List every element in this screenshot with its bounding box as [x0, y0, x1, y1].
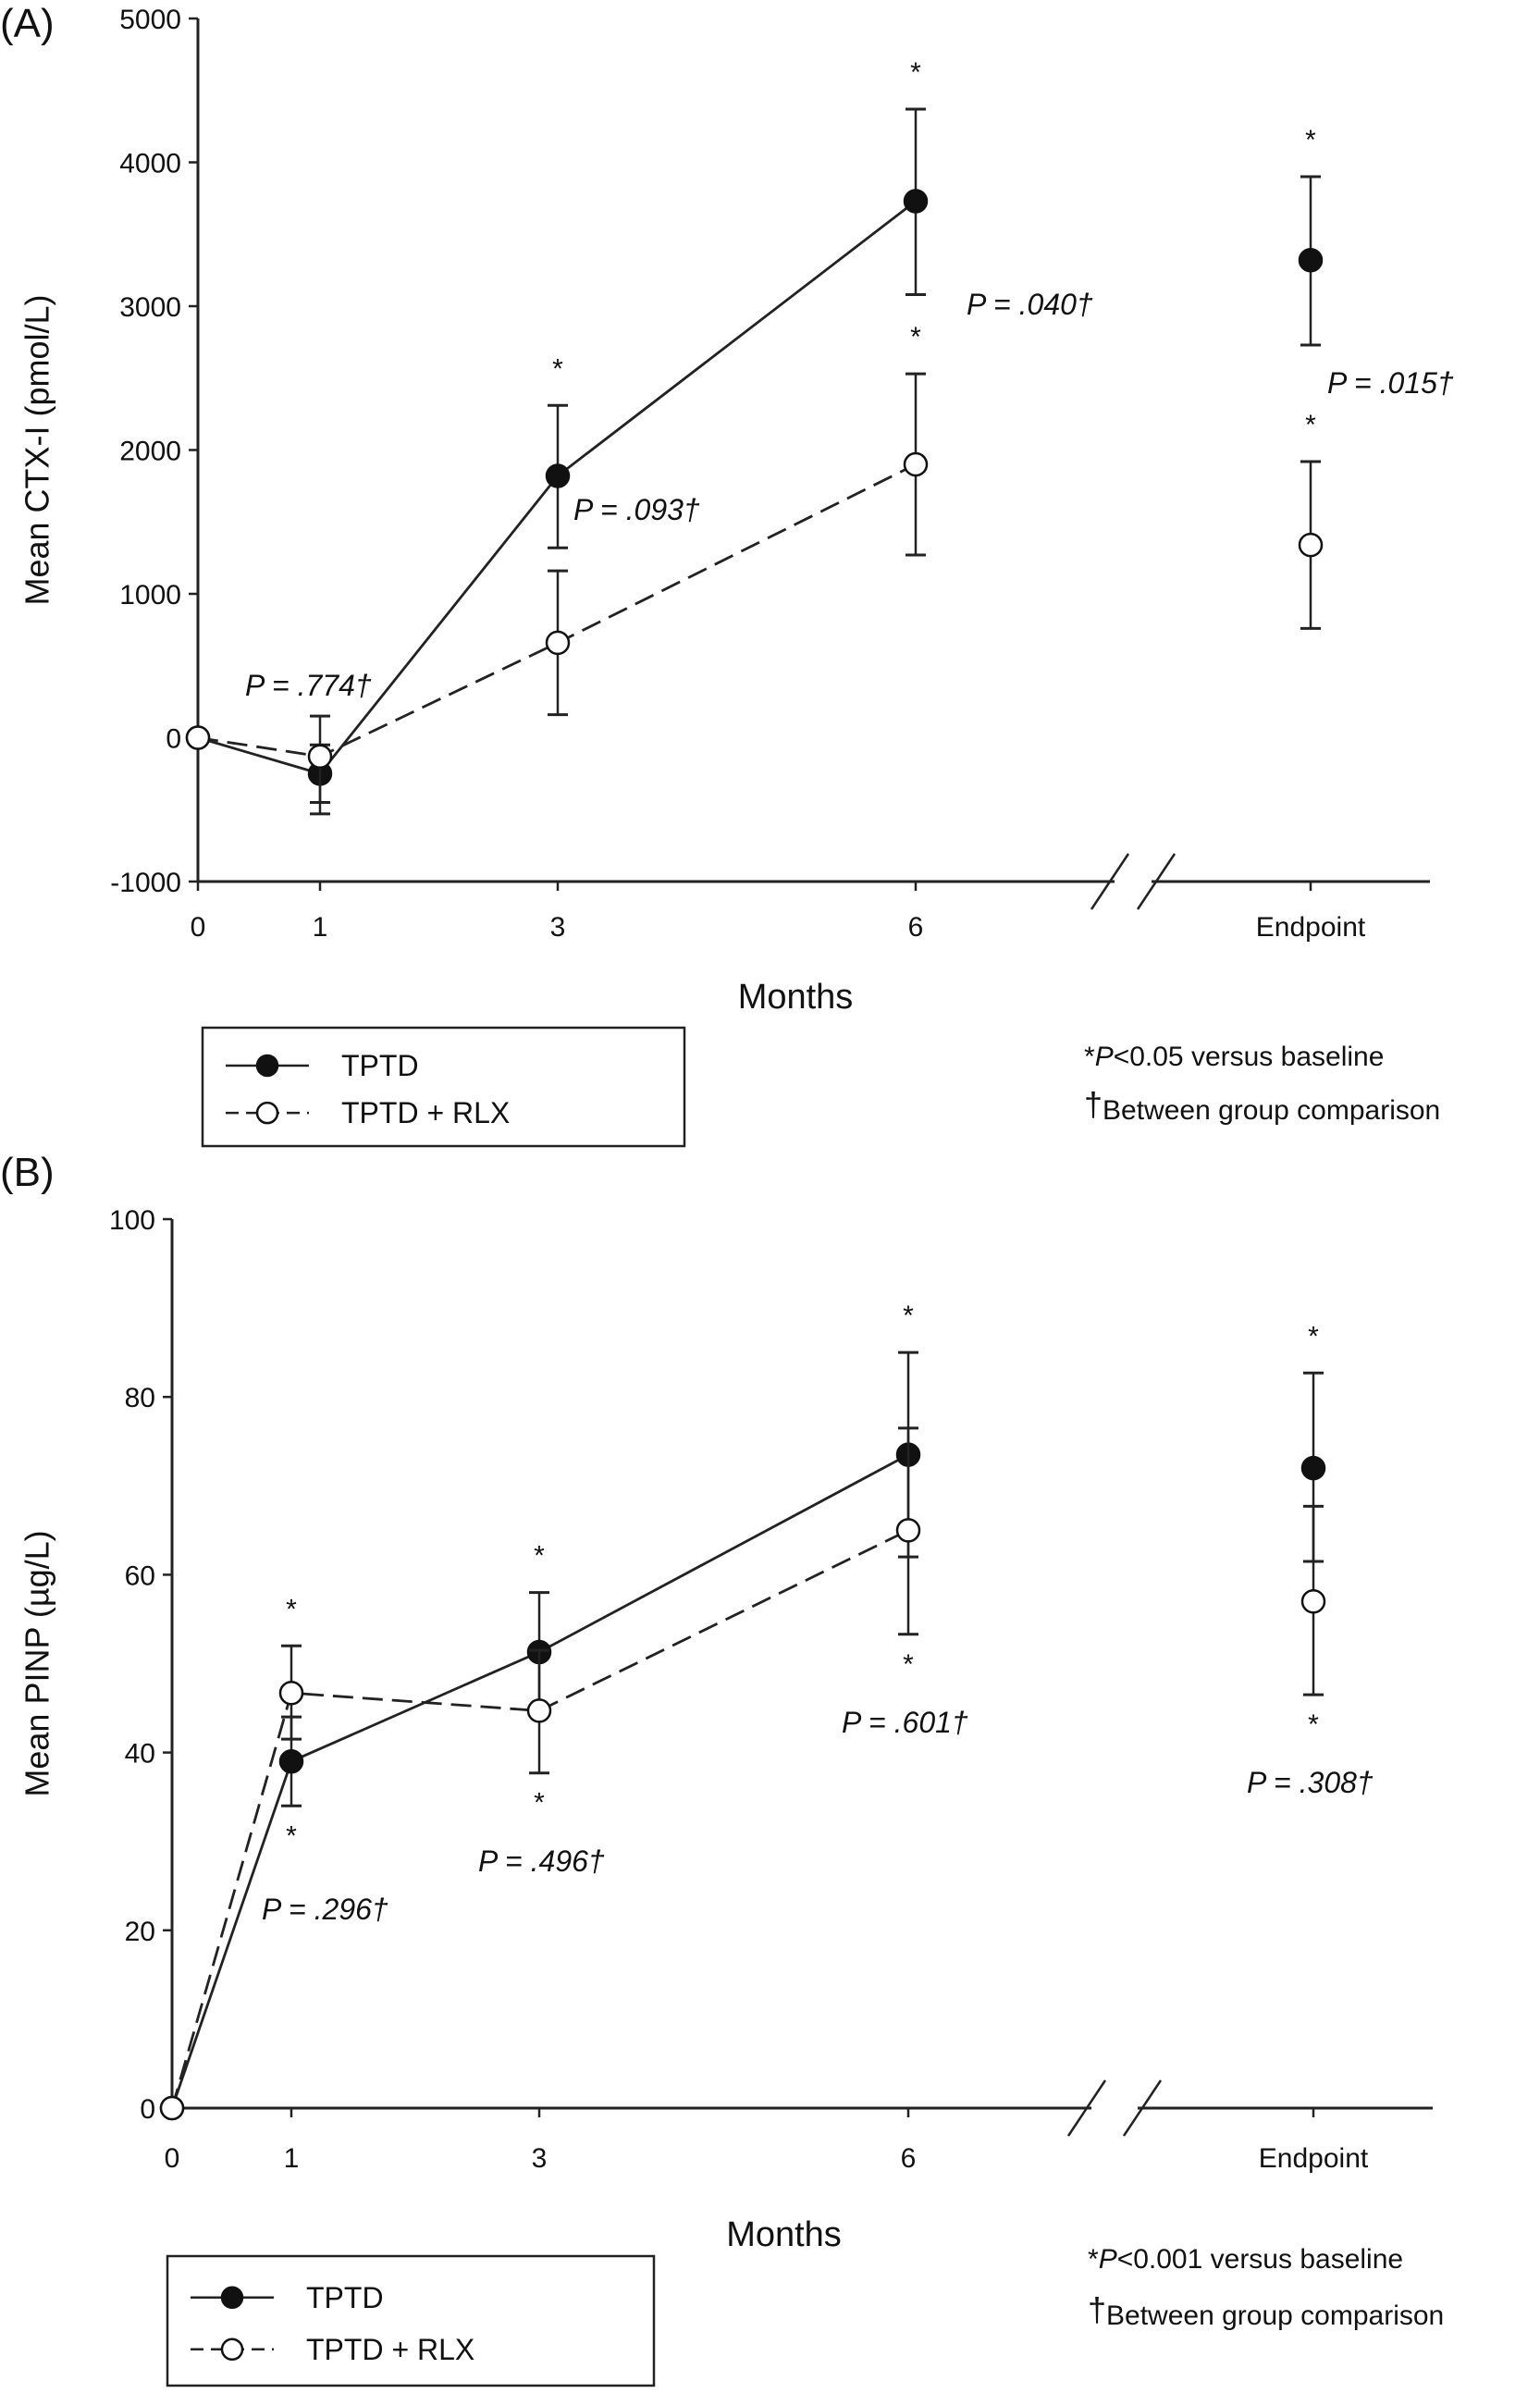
axis-break-mark [1122, 2079, 1163, 2137]
series-tptd-rlx: ** [185, 322, 1324, 816]
data-point [903, 451, 929, 477]
data-point [545, 463, 571, 488]
panel-label: (A) [0, 1, 55, 46]
data-point [526, 1698, 552, 1723]
x-axis-label: Months [738, 978, 854, 1017]
data-point [307, 744, 333, 769]
legend-label: TPTD + RLX [341, 1096, 510, 1129]
y-tick-label: 60 [125, 1560, 155, 1591]
significance-asterisk: * [534, 1541, 545, 1572]
series-line [170, 1453, 909, 2109]
p-value-annotation: P = .601† [842, 1706, 968, 1739]
significance-asterisk: * [903, 1649, 914, 1680]
chart-panel-a: (A) -1000 0 1000 2000 3000 4000 5000 0 1 3 6 Endpoin… [0, 1, 1454, 1148]
series-tptd-rlx: * * * * [159, 1426, 1326, 2121]
x-tick-label: Endpoint [1256, 912, 1366, 943]
series-tptd: * * * * [159, 1301, 1326, 2121]
legend-box [201, 1026, 686, 1148]
p-value-annotation: P = .774† [245, 669, 372, 702]
significance-asterisk: * [286, 1820, 297, 1851]
y-axis-label: Mean PINP (µg/L) [18, 1530, 56, 1796]
p-value-annotation: P = .296† [262, 1893, 388, 1926]
series-tptd: * * * [185, 57, 1324, 804]
significance-asterisk: * [910, 322, 921, 352]
p-value-annotation: P = .308† [1247, 1766, 1374, 1799]
legend-marker [255, 1054, 279, 1078]
x-tick-label: 3 [532, 2143, 548, 2174]
p-value-annotation: P = .040† [967, 288, 1093, 321]
chart-panel-b: (B) 0 20 40 60 80 100 0 1 3 6 Endpoint Months Mean PI… [0, 1150, 1444, 2387]
footnote: *P<0.05 versus baseline [1084, 1042, 1384, 1072]
axis-break-mark [1136, 853, 1177, 910]
y-tick-label: 40 [125, 1739, 155, 1770]
data-point [278, 1748, 304, 1774]
data-point [545, 630, 571, 656]
legend: TPTD TPTD + RLX [166, 2254, 656, 2387]
legend-marker [220, 2286, 244, 2310]
legend-marker [255, 1101, 279, 1125]
data-point [1298, 247, 1324, 273]
series-line [197, 200, 917, 775]
legend-marker [220, 2337, 244, 2362]
significance-asterisk: * [534, 1788, 545, 1819]
series-line [170, 1529, 909, 2109]
y-axis-label: Mean CTX-I (pmol/L) [18, 294, 56, 605]
data-point [278, 1680, 304, 1706]
y-tick-label: -1000 [110, 868, 181, 898]
y-tick-label: 100 [109, 1205, 155, 1236]
significance-asterisk: * [286, 1594, 297, 1624]
data-point [895, 1518, 921, 1543]
x-axis-label: Months [726, 2215, 842, 2254]
x-tick-label: 6 [908, 912, 924, 943]
legend-label: TPTD [341, 1049, 419, 1082]
significance-asterisk: * [1305, 125, 1316, 155]
x-tick-label: 6 [901, 2143, 917, 2174]
significance-asterisk: * [1305, 410, 1316, 440]
x-tick-label: 0 [165, 2143, 180, 2174]
x-tick-label: Endpoint [1259, 2143, 1369, 2174]
legend-box [166, 2254, 656, 2387]
data-point [1300, 1455, 1326, 1481]
significance-asterisk: * [552, 353, 563, 384]
data-point [159, 2095, 185, 2121]
axis-break-mark [1066, 2079, 1107, 2137]
y-tick-label: 3000 [119, 292, 181, 323]
significance-asterisk: * [903, 1301, 914, 1331]
y-tick-label: 20 [125, 1917, 155, 1947]
p-value-annotation: P = .093† [573, 493, 700, 526]
y-tick-label: 5000 [119, 5, 181, 35]
y-tick-label: 2000 [119, 437, 181, 467]
significance-asterisk: * [1308, 1321, 1319, 1351]
significance-asterisk: * [1308, 1709, 1319, 1740]
data-point [1298, 532, 1324, 558]
significance-asterisk: * [910, 57, 921, 88]
y-tick-label: 0 [140, 2094, 155, 2125]
data-point [1300, 1588, 1326, 1614]
footnote: †Between group comparison [1088, 2290, 1444, 2331]
panel-label: (B) [0, 1150, 55, 1195]
series-line [197, 463, 917, 759]
y-tick-label: 4000 [119, 149, 181, 179]
x-tick-label: 1 [284, 2143, 300, 2174]
p-value-annotation: P = .015† [1327, 366, 1454, 400]
footnote: †Between group comparison [1084, 1085, 1440, 1126]
y-tick-label: 0 [166, 724, 181, 755]
footnote: *P<0.001 versus baseline [1088, 2244, 1403, 2275]
axis-break-mark [1090, 853, 1130, 910]
data-point [903, 189, 929, 214]
legend-label: TPTD [306, 2281, 384, 2314]
data-point [185, 725, 211, 750]
y-tick-label: 80 [125, 1383, 155, 1413]
x-tick-label: 0 [191, 912, 206, 943]
legend: TPTD TPTD + RLX [201, 1026, 686, 1148]
p-value-annotation: P = .496† [478, 1844, 605, 1878]
x-tick-label: 1 [313, 912, 328, 943]
y-tick-label: 1000 [119, 580, 181, 611]
legend-label: TPTD + RLX [306, 2333, 474, 2366]
x-tick-label: 3 [550, 912, 566, 943]
